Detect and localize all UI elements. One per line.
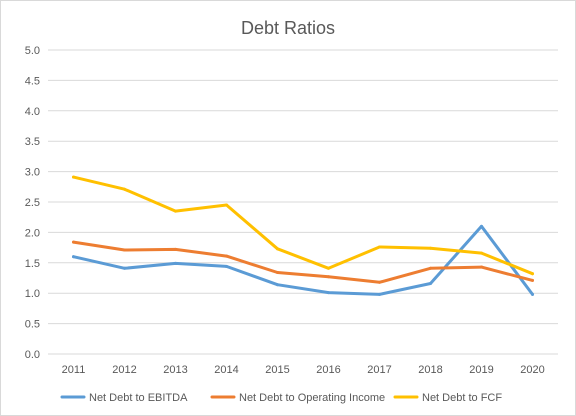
x-tick-label: 2019 bbox=[469, 364, 493, 376]
data-point-net-debt-to-fcf-2013 bbox=[174, 209, 177, 213]
data-point-net-debt-to-operating-income-2015 bbox=[276, 271, 279, 275]
y-tick-label: 5.0 bbox=[25, 45, 40, 57]
data-point-net-debt-to-ebitda-2015 bbox=[276, 283, 279, 287]
data-point-net-debt-to-ebitda-2018 bbox=[429, 281, 432, 285]
series-net-debt-to-ebitda bbox=[72, 224, 534, 296]
data-point-net-debt-to-ebitda-2013 bbox=[174, 261, 177, 265]
data-point-net-debt-to-operating-income-2011 bbox=[72, 240, 75, 244]
data-point-net-debt-to-fcf-2020 bbox=[531, 272, 534, 276]
data-point-net-debt-to-fcf-2014 bbox=[225, 203, 228, 207]
data-point-net-debt-to-ebitda-2019 bbox=[480, 224, 483, 228]
y-tick-label: 1.0 bbox=[25, 288, 40, 300]
series-net-debt-to-fcf bbox=[72, 175, 534, 276]
series-line-net-debt-to-ebitda bbox=[72, 224, 534, 296]
data-point-net-debt-to-ebitda-2017 bbox=[378, 292, 381, 296]
legend-label-net-debt-to-operating-income: Net Debt to Operating Income bbox=[239, 392, 385, 404]
legend-item-net-debt-to-fcf: Net Debt to FCF bbox=[393, 392, 502, 404]
data-point-net-debt-to-ebitda-2020 bbox=[531, 292, 534, 296]
data-point-net-debt-to-ebitda-2012 bbox=[123, 266, 126, 270]
y-tick-label: 1.5 bbox=[25, 258, 40, 270]
data-point-net-debt-to-operating-income-2012 bbox=[123, 248, 126, 252]
x-axis-ticks: 2011 2012 2013 2014 2015 2016 2017 2018 2019 2020 bbox=[62, 364, 545, 376]
series-line-net-debt-to-operating-income bbox=[72, 240, 534, 284]
x-tick-label: 2016 bbox=[316, 364, 340, 376]
legend-label-net-debt-to-fcf: Net Debt to FCF bbox=[422, 392, 502, 404]
x-tick-label: 2013 bbox=[163, 364, 187, 376]
data-point-net-debt-to-fcf-2015 bbox=[276, 247, 279, 251]
y-tick-label: 0.5 bbox=[25, 319, 40, 331]
data-point-net-debt-to-operating-income-2014 bbox=[225, 254, 228, 258]
y-tick-label: 2.5 bbox=[25, 197, 40, 209]
x-tick-label: 2015 bbox=[265, 364, 289, 376]
x-tick-label: 2020 bbox=[520, 364, 544, 376]
grid-layer bbox=[48, 49, 558, 355]
y-tick-label: 3.0 bbox=[25, 167, 40, 179]
legend-label-net-debt-to-ebitda: Net Debt to EBITDA bbox=[89, 392, 188, 404]
data-point-net-debt-to-fcf-2012 bbox=[123, 187, 126, 191]
series-layer bbox=[72, 175, 534, 296]
x-tick-label: 2018 bbox=[418, 364, 442, 376]
x-tick-label: 2014 bbox=[214, 364, 238, 376]
y-tick-label: 0.0 bbox=[25, 349, 40, 361]
data-point-net-debt-to-fcf-2016 bbox=[327, 266, 330, 270]
series-line-net-debt-to-fcf bbox=[72, 175, 534, 276]
legend-item-net-debt-to-ebitda: Net Debt to EBITDA bbox=[60, 392, 188, 404]
y-axis-ticks: 0.0 0.5 1.0 1.5 2.0 2.5 3.0 3.5 4.0 4.5 5.0 bbox=[25, 45, 40, 361]
y-tick-label: 4.0 bbox=[25, 106, 40, 118]
data-point-net-debt-to-operating-income-2020 bbox=[531, 278, 534, 282]
data-point-net-debt-to-fcf-2017 bbox=[378, 245, 381, 249]
legend-item-net-debt-to-operating-income: Net Debt to Operating Income bbox=[210, 392, 385, 404]
data-point-net-debt-to-operating-income-2018 bbox=[429, 266, 432, 270]
y-tick-label: 2.0 bbox=[25, 227, 40, 239]
x-tick-label: 2017 bbox=[367, 364, 391, 376]
data-point-net-debt-to-operating-income-2016 bbox=[327, 275, 330, 279]
data-point-net-debt-to-operating-income-2013 bbox=[174, 247, 177, 251]
data-point-net-debt-to-fcf-2018 bbox=[429, 246, 432, 250]
data-point-net-debt-to-ebitda-2014 bbox=[225, 264, 228, 268]
data-point-net-debt-to-fcf-2011 bbox=[72, 175, 75, 179]
data-point-net-debt-to-fcf-2019 bbox=[480, 251, 483, 255]
data-point-net-debt-to-ebitda-2016 bbox=[327, 291, 330, 295]
y-tick-label: 4.5 bbox=[25, 75, 40, 87]
y-tick-label: 3.5 bbox=[25, 136, 40, 148]
chart-title: Debt Ratios bbox=[241, 18, 335, 38]
data-point-net-debt-to-operating-income-2017 bbox=[378, 280, 381, 284]
x-tick-label: 2012 bbox=[112, 364, 136, 376]
data-point-net-debt-to-ebitda-2011 bbox=[72, 255, 75, 259]
legend: Net Debt to EBITDA Net Debt to Operating … bbox=[60, 392, 502, 404]
data-point-net-debt-to-operating-income-2019 bbox=[480, 265, 483, 269]
x-tick-label: 2011 bbox=[62, 364, 86, 376]
series-net-debt-to-operating-income bbox=[72, 240, 534, 284]
